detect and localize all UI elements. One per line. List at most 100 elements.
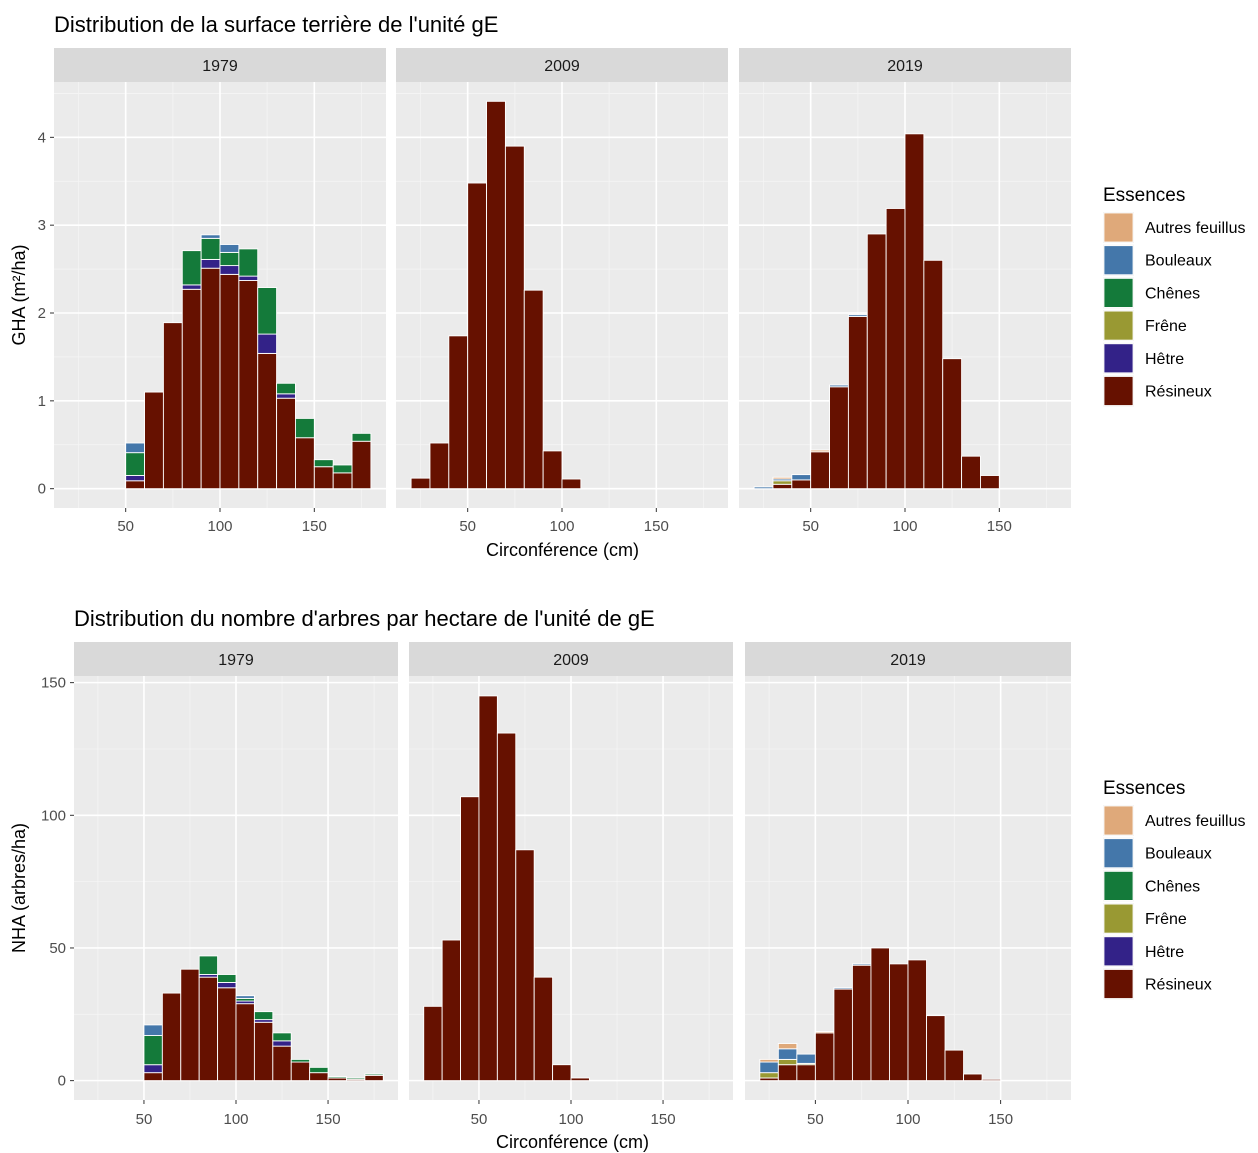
- bar-1979-115-chnes: [253, 1011, 274, 1021]
- bar-2019-75-résineux: [847, 316, 868, 490]
- bar-2019-35-frne: [772, 480, 793, 485]
- legend-swatch: [1103, 936, 1134, 967]
- bar-1979-165-chnes: [346, 1077, 366, 1080]
- bar-2019-35-frne: [777, 1058, 798, 1066]
- legend-entry-label: Bouleaux: [1145, 253, 1212, 270]
- bar-2019-125-résineux: [942, 358, 963, 490]
- facet-panel-2019: 2019 50 100 150: [745, 642, 1071, 1128]
- bar-2009-25-résineux: [423, 1005, 443, 1082]
- bar-2019-65-bouleaux: [833, 987, 853, 990]
- bar-1979-175-résineux: [351, 440, 372, 490]
- bar-1979-85-chnes: [198, 955, 219, 975]
- x-tick-label: 150: [988, 1111, 1013, 1128]
- bar-1979-175-chnes: [351, 432, 372, 442]
- bar-2019-55-résineux: [814, 1032, 835, 1082]
- bar-1979-115-résineux: [253, 1021, 274, 1082]
- facet-strip: [396, 48, 728, 82]
- bar-2019-25-bouleaux: [759, 1061, 779, 1074]
- chart-title: Distribution de la surface terrière de l…: [54, 12, 498, 37]
- bar-2019-25-frne: [759, 1072, 779, 1079]
- bar-1979-55-htre: [143, 1064, 163, 1074]
- bar-1979-55-htre: [125, 475, 145, 482]
- bar-2009-75-résineux: [515, 849, 535, 1082]
- bar-1979-95-chnes: [200, 237, 221, 260]
- y-tick-label: 0: [58, 1073, 66, 1090]
- chart-title: Distribution du nombre d'arbres par hect…: [74, 606, 655, 631]
- bar-2019-75-bouleaux: [847, 314, 868, 317]
- bar-2009-55-résineux: [478, 695, 498, 1082]
- bar-1979-95-résineux: [217, 987, 237, 1082]
- facet-panel-2009: 2009 50 100 150: [409, 642, 733, 1128]
- chart-2: Distribution du nombre d'arbres par hect…: [9, 606, 1246, 1152]
- legend-title: Essences: [1103, 185, 1185, 206]
- facet-label: 2009: [544, 58, 580, 75]
- legend-entry-label: Résineux: [1145, 977, 1212, 994]
- y-tick-label: 2: [38, 305, 46, 322]
- bar-1979-115-htre: [238, 275, 259, 281]
- bar-1979-125-chnes: [272, 1032, 292, 1042]
- facet-panel-2019: 2019 50 100 150: [739, 48, 1071, 535]
- bar-2019-25-bouleaux: [753, 486, 774, 490]
- bar-2009-55-résineux: [467, 182, 487, 490]
- bar-1979-105-résineux: [235, 1003, 255, 1082]
- bar-2009-35-résineux: [429, 442, 450, 490]
- bar-1979-145-résineux: [295, 437, 315, 490]
- bar-2019-65-résineux: [833, 988, 853, 1082]
- x-axis-label: Circonférence (cm): [486, 540, 639, 560]
- bar-1979-175-chnes: [364, 1073, 384, 1076]
- bar-1979-175-résineux: [364, 1074, 384, 1082]
- bar-1979-85-htre: [181, 284, 202, 290]
- bar-1979-95-résineux: [200, 267, 221, 490]
- legend-entry-label: Frêne: [1145, 318, 1187, 335]
- bar-1979-55-résineux: [143, 1072, 163, 1082]
- facet-label: 1979: [218, 652, 254, 669]
- bar-2009-65-résineux: [496, 732, 517, 1082]
- bar-1979-105-chnes: [219, 251, 240, 267]
- facet-strip: [54, 48, 386, 82]
- legend-entry-label: Frêne: [1145, 911, 1187, 928]
- bar-2019-55-résineux: [810, 451, 830, 490]
- y-tick-label: 3: [38, 217, 46, 234]
- x-tick-label: 50: [802, 518, 819, 535]
- bar-1979-125-chnes: [257, 287, 278, 335]
- y-tick-label: 4: [38, 129, 46, 146]
- bar-2019-35-résineux: [777, 1064, 798, 1082]
- bar-2009-25-résineux: [410, 477, 431, 490]
- legend-swatch: [1103, 376, 1134, 406]
- legend-entry-label: Bouleaux: [1145, 846, 1212, 863]
- bar-1979-105-bouleaux: [219, 244, 240, 253]
- bar-2009-95-résineux: [542, 450, 563, 490]
- bar-2019-75-bouleaux: [851, 963, 872, 966]
- legend-swatch: [1103, 838, 1134, 869]
- bar-1979-145-résineux: [309, 1072, 329, 1082]
- bar-1979-165-résineux: [332, 472, 353, 490]
- bar-2019-45-bouleaux: [796, 1053, 816, 1064]
- legend-swatch: [1103, 343, 1134, 374]
- y-axis-label: NHA (arbres/ha): [9, 823, 29, 953]
- x-tick-label: 50: [136, 1111, 153, 1128]
- bar-1979-125-résineux: [257, 352, 278, 490]
- bar-2019-135-résineux: [961, 455, 981, 490]
- y-tick-label: 100: [41, 807, 66, 824]
- bar-2019-95-résineux: [885, 208, 906, 490]
- bar-2019-35-autresfeuillus: [772, 476, 793, 480]
- bar-2019-145-résineux: [981, 1078, 1002, 1082]
- bar-1979-65-résineux: [144, 391, 164, 490]
- legend-swatch: [1103, 212, 1134, 243]
- bar-2019-85-résineux: [870, 947, 890, 1082]
- bar-2019-105-résineux: [904, 133, 925, 490]
- legend-swatch: [1103, 871, 1134, 901]
- x-tick-label: 150: [644, 518, 669, 535]
- bar-2009-85-résineux: [523, 289, 544, 490]
- bar-2019-55-autresfeuillus: [814, 1031, 835, 1034]
- x-axis-label: Circonférence (cm): [496, 1132, 649, 1152]
- bar-2019-45-résineux: [791, 479, 812, 490]
- bar-2019-65-bouleaux: [829, 384, 849, 388]
- facet-label: 2019: [890, 652, 926, 669]
- legend-swatch: [1103, 245, 1134, 276]
- y-tick-label: 1: [38, 393, 46, 410]
- x-tick-label: 150: [651, 1111, 676, 1128]
- bar-1979-125-htre: [257, 333, 278, 354]
- bar-2009-95-résineux: [552, 1064, 572, 1082]
- bar-2019-65-résineux: [829, 386, 849, 490]
